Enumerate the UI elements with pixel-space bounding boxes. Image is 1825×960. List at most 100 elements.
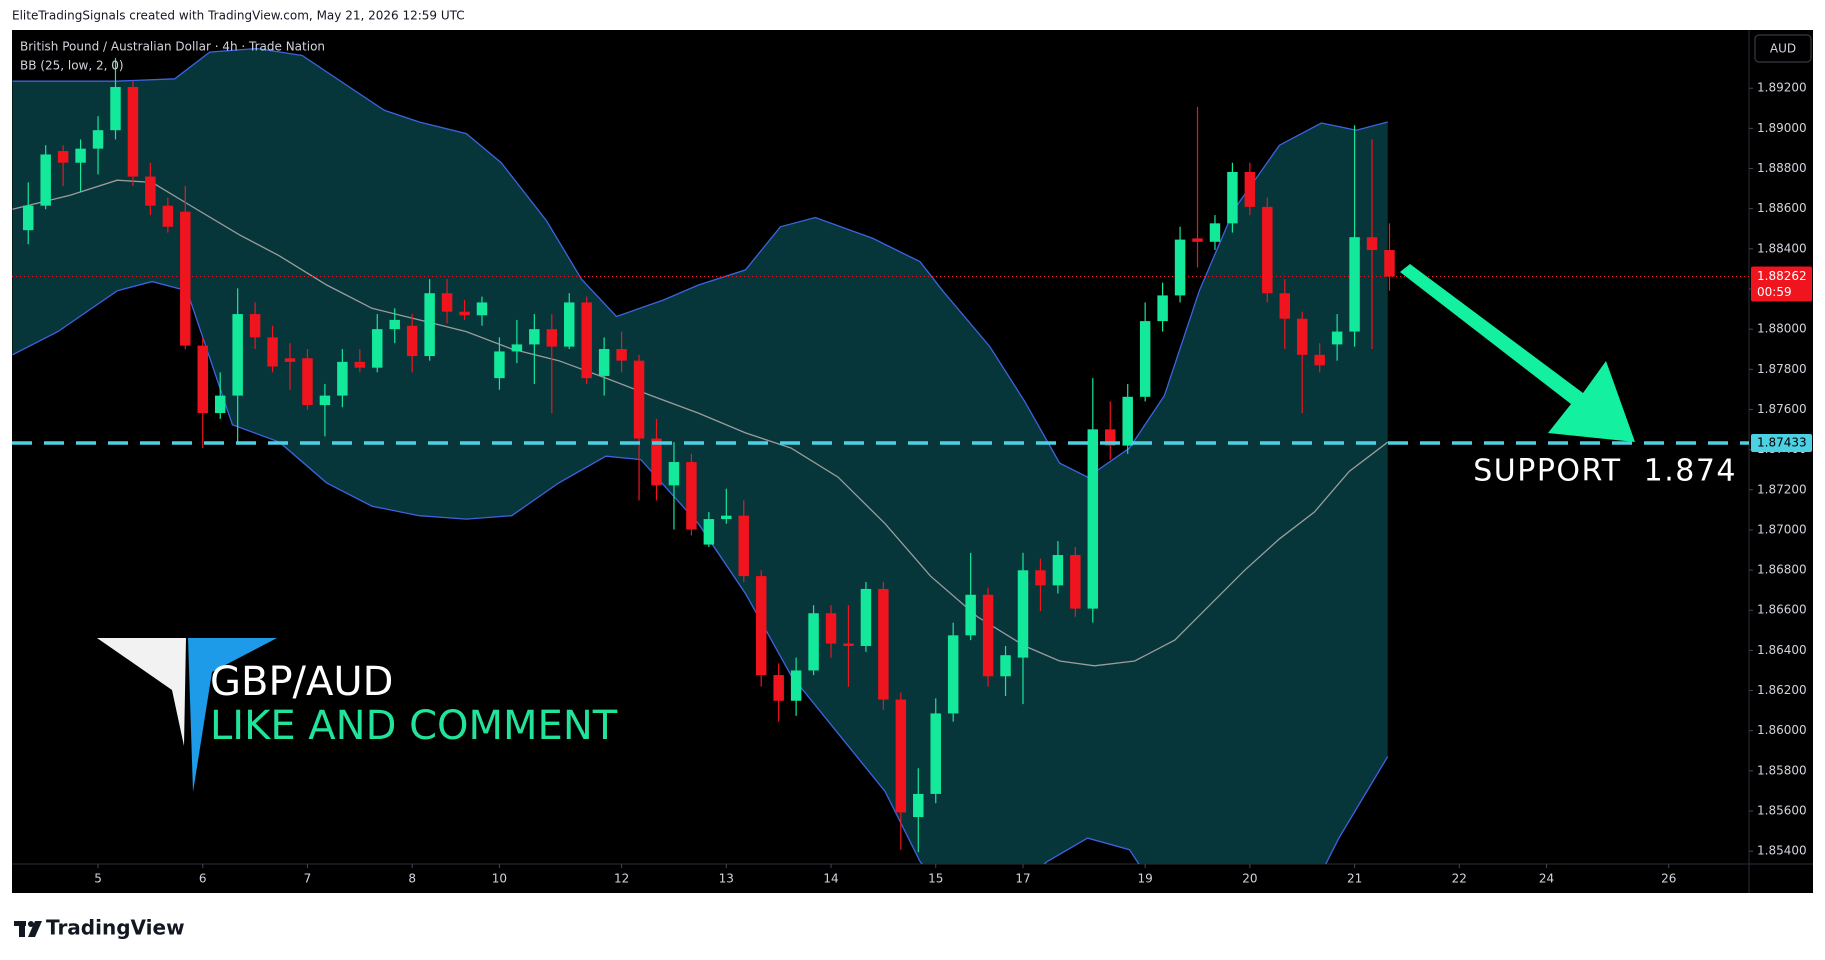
candle-body xyxy=(598,349,610,376)
candle-body xyxy=(406,325,418,357)
y-tick-label: 1.87600 xyxy=(1757,402,1807,416)
x-tick-label: 8 xyxy=(408,872,416,886)
countdown-label: 00:59 xyxy=(1757,285,1792,299)
band-fill xyxy=(12,48,1388,864)
y-tick-label: 1.88000 xyxy=(1757,322,1807,336)
candle-body xyxy=(965,594,976,636)
candle-body xyxy=(616,349,627,361)
x-tick-label: 5 xyxy=(94,872,102,886)
x-tick-label: 26 xyxy=(1661,872,1676,886)
candle-body xyxy=(1262,206,1273,294)
candle-body xyxy=(703,519,715,545)
y-tick-label: 1.86600 xyxy=(1757,603,1807,617)
candle-body xyxy=(825,613,837,644)
candle-body xyxy=(1052,555,1064,586)
candle-body xyxy=(564,302,575,347)
candle-body xyxy=(1331,331,1343,345)
x-tick-label: 13 xyxy=(719,872,734,886)
candle-body xyxy=(127,87,139,177)
candle-body xyxy=(686,462,697,530)
candle-body xyxy=(529,329,540,345)
candle-body xyxy=(808,613,819,671)
candle-body xyxy=(494,351,505,379)
candle-body xyxy=(1384,250,1395,277)
logo-blue xyxy=(188,638,277,792)
candle-body xyxy=(319,395,331,406)
candle-body xyxy=(1227,171,1238,224)
candle-body xyxy=(895,699,907,813)
band-lower xyxy=(12,280,1389,864)
candle-body xyxy=(1296,318,1308,355)
candle-body xyxy=(284,358,296,362)
candle-body xyxy=(511,344,523,352)
candle-body xyxy=(441,293,453,312)
y-tick-label: 1.87800 xyxy=(1757,362,1807,376)
support-price-box xyxy=(1751,433,1812,452)
y-tick-label: 1.87000 xyxy=(1757,522,1807,536)
candle-body xyxy=(162,205,174,227)
candle-body xyxy=(180,211,191,346)
down-arrow xyxy=(1400,264,1635,442)
candle-body xyxy=(651,438,662,486)
y-tick-label: 1.86200 xyxy=(1757,683,1807,697)
pair-annotation: GBP/AUD xyxy=(210,659,393,705)
candle-body xyxy=(232,314,243,396)
candle-body xyxy=(546,329,558,347)
y-tick-label: 1.89000 xyxy=(1757,121,1807,135)
candle-body xyxy=(1366,237,1378,251)
y-tick-label: 1.89200 xyxy=(1757,81,1807,95)
candle-body xyxy=(424,293,435,357)
support-price-label: 1.87433 xyxy=(1757,435,1807,449)
candle-body xyxy=(913,793,924,818)
x-tick-label: 7 xyxy=(304,872,312,886)
x-tick-label: 10 xyxy=(492,872,507,886)
candle-body xyxy=(197,345,208,414)
candle-body xyxy=(40,154,51,206)
candle-body xyxy=(1122,396,1133,446)
y-tick-label: 1.86000 xyxy=(1757,723,1807,737)
candle-body xyxy=(878,588,889,700)
x-tick-label: 14 xyxy=(823,872,838,886)
logo-white xyxy=(97,638,186,746)
candle-body xyxy=(1314,354,1325,366)
y-tick-label: 1.85400 xyxy=(1757,844,1807,858)
x-tick-label: 15 xyxy=(928,872,943,886)
x-tick-label: 24 xyxy=(1539,872,1554,886)
candle-body xyxy=(1349,237,1360,332)
y-tick-label: 1.86400 xyxy=(1757,643,1807,657)
support-annotation: SUPPORT 1.874 xyxy=(1473,454,1737,489)
x-tick-label: 12 xyxy=(614,872,629,886)
candle-body xyxy=(1105,429,1116,446)
candle-body xyxy=(1279,293,1291,319)
candle-body xyxy=(1244,171,1256,207)
candle-body xyxy=(773,675,784,701)
candle-body xyxy=(1157,295,1168,322)
candle-body xyxy=(267,337,278,367)
candle-body xyxy=(92,130,104,149)
y-tick-label: 1.85800 xyxy=(1757,763,1807,777)
candle-body xyxy=(668,462,680,486)
candle-body xyxy=(843,643,854,646)
candle-body xyxy=(1035,570,1046,586)
credit: EliteTradingSignals created with Trading… xyxy=(12,9,465,23)
y-tick-label: 1.86800 xyxy=(1757,563,1807,577)
candle-body xyxy=(947,635,959,714)
brand-logo xyxy=(14,921,42,937)
brand-logo-dot xyxy=(28,921,34,927)
currency-button[interactable] xyxy=(1754,34,1812,63)
y-tick-label: 1.87200 xyxy=(1757,482,1807,496)
candle-body xyxy=(790,670,802,701)
x-tick-label: 21 xyxy=(1347,872,1362,886)
x-tick-label: 22 xyxy=(1452,872,1467,886)
candle-body xyxy=(1087,429,1099,609)
candle-body xyxy=(57,151,69,163)
candle-body xyxy=(930,713,941,794)
candle-body xyxy=(459,311,470,316)
brand-logo-stem xyxy=(19,921,25,937)
candle-body xyxy=(1017,570,1029,658)
candle-body xyxy=(1192,238,1203,242)
last-price-box xyxy=(1751,266,1812,302)
candle-body xyxy=(372,329,383,368)
currency-label[interactable]: AUD xyxy=(1770,42,1796,56)
